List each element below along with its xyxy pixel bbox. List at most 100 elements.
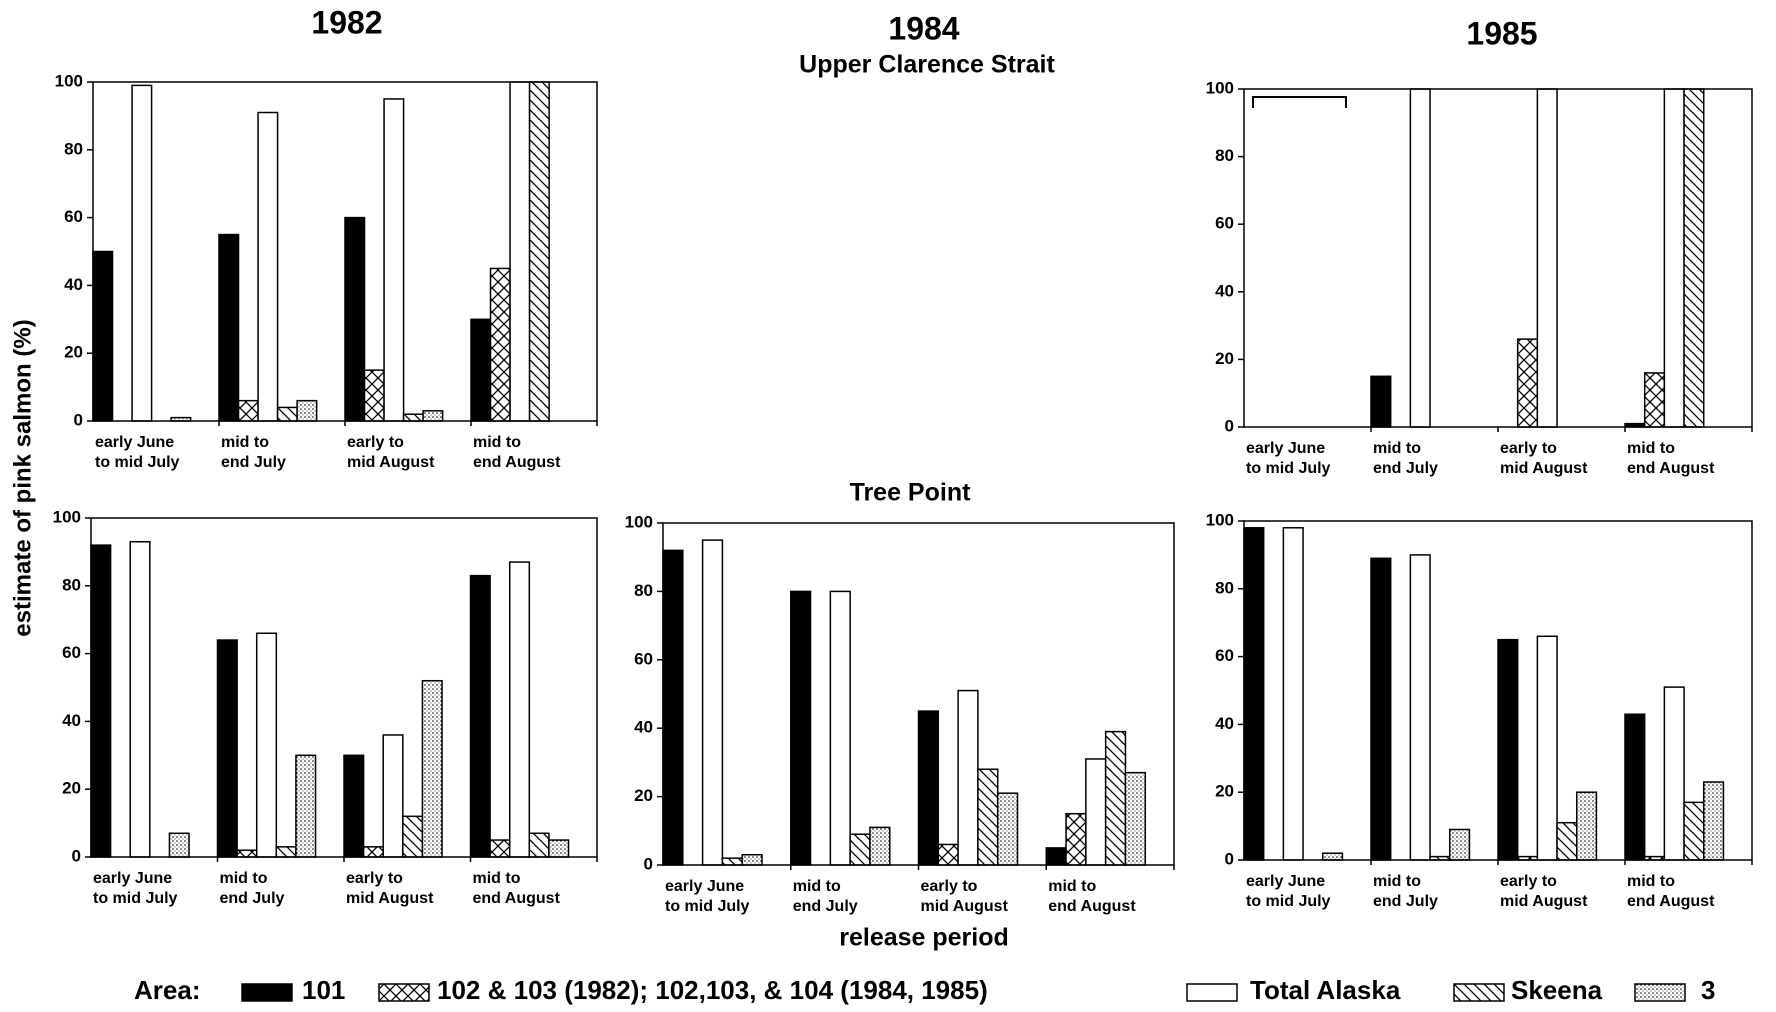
bar	[382, 734, 404, 858]
x-tick-label-line: to mid July	[95, 454, 180, 471]
x-tick-label-line: end July	[1373, 893, 1438, 910]
plot-frame	[92, 81, 598, 422]
x-tick-label-line: mid to	[1373, 440, 1421, 457]
y-tick-label: 80	[64, 139, 83, 158]
x-tick-label: early to mid August	[921, 878, 1009, 915]
bar	[168, 832, 190, 858]
bar	[489, 267, 511, 422]
bar	[1045, 847, 1067, 866]
bar	[701, 539, 724, 866]
bar	[402, 413, 424, 422]
x-tick-label-line: mid to	[473, 870, 521, 887]
legend-swatch	[378, 983, 430, 1002]
x-tick-label: early June to mid July	[95, 434, 180, 471]
y-tick-label: 80	[1215, 146, 1234, 165]
x-tick-label-line: mid August	[347, 454, 435, 471]
bar	[1321, 852, 1344, 861]
x-tick-label-line: end August	[473, 454, 561, 471]
bar	[90, 544, 112, 858]
bar	[344, 216, 366, 422]
year-title: 1985	[1466, 15, 1537, 51]
bar	[255, 632, 278, 858]
bar	[276, 406, 298, 422]
y-tick-label: 20	[1215, 349, 1234, 368]
bar	[1370, 375, 1392, 428]
bar	[421, 679, 443, 858]
bar	[1497, 638, 1519, 861]
x-tick-label: mid to end July	[220, 870, 285, 907]
y-tick-label: 60	[64, 207, 83, 226]
x-tick-label: early June to mid July	[665, 878, 750, 915]
year-title: 1982	[311, 4, 382, 40]
x-tick-label-line: to mid July	[1246, 893, 1331, 910]
plot-frame	[90, 517, 598, 858]
y-tick-label: 60	[1215, 214, 1234, 233]
x-tick-label-line: mid to	[1373, 873, 1421, 890]
bar	[402, 815, 424, 858]
y-tick-label: 0	[1225, 849, 1234, 868]
y-tick-label: 20	[64, 343, 83, 362]
bar	[296, 399, 318, 422]
y-tick-label: 40	[62, 711, 81, 730]
x-tick-label-line: mid to	[1627, 873, 1675, 890]
x-tick-label: mid to end July	[793, 878, 858, 915]
bar	[1243, 527, 1265, 861]
bar	[790, 590, 812, 866]
y-tick-label: 20	[634, 786, 653, 805]
y-tick-label: 0	[74, 410, 83, 429]
x-tick-label-line: early June	[93, 870, 172, 887]
bar	[1556, 821, 1578, 861]
y-tick-label: 80	[1215, 578, 1234, 597]
x-tick-label: early to mid August	[1500, 873, 1588, 910]
bar	[1282, 527, 1304, 861]
legend-label: Skeena	[1511, 975, 1603, 1005]
bar	[237, 399, 259, 422]
bar	[977, 768, 999, 866]
legend-swatch	[1453, 983, 1505, 1002]
x-tick-label: mid to end July	[221, 434, 286, 471]
y-tick-label: 60	[634, 649, 653, 668]
y-tick-label: 100	[1206, 78, 1234, 97]
x-tick-label: early June to mid July	[93, 870, 178, 907]
plot-frame	[662, 522, 1175, 866]
x-axis-label: release period	[839, 924, 1009, 952]
x-tick-label-line: end July	[1373, 460, 1438, 477]
x-tick-label-line: mid to	[221, 434, 269, 451]
bar	[362, 846, 384, 858]
legend-label: 3	[1701, 975, 1715, 1005]
bar	[1370, 557, 1392, 861]
bar	[1702, 781, 1725, 861]
bar	[218, 233, 240, 422]
bar	[1575, 791, 1598, 861]
bar	[1536, 88, 1558, 428]
y-tick-label: 100	[53, 507, 81, 526]
bar	[1409, 554, 1431, 861]
x-tick-label-line: end August	[1627, 460, 1715, 477]
bar	[236, 849, 258, 858]
x-tick-label-line: mid to	[793, 878, 841, 895]
bar	[489, 839, 511, 858]
y-axis-label: estimate of pink salmon (%)	[9, 319, 36, 636]
x-tick-label-line: mid to	[1627, 440, 1675, 457]
legend-label: 102 & 103 (1982); 102,103, & 104 (1984, …	[437, 975, 988, 1005]
bar	[1643, 372, 1666, 428]
x-tick-label: early to mid August	[346, 870, 434, 907]
x-tick-label: mid to end August	[473, 870, 561, 907]
bar	[1065, 812, 1087, 866]
y-tick-label: 80	[62, 575, 81, 594]
x-tick-label-line: end July	[221, 454, 286, 471]
legend-label: Total Alaska	[1250, 975, 1401, 1005]
bar	[508, 561, 531, 858]
legend-swatch	[241, 983, 293, 1002]
bar	[528, 81, 550, 422]
y-tick-label: 40	[1215, 714, 1234, 733]
x-tick-label: early to mid August	[347, 434, 435, 471]
bar	[1624, 713, 1646, 861]
bar	[509, 81, 531, 422]
bar	[383, 98, 405, 422]
x-tick-label: mid to end August	[1627, 873, 1715, 910]
bar	[257, 111, 279, 422]
bar	[422, 410, 444, 422]
bar	[275, 846, 297, 858]
